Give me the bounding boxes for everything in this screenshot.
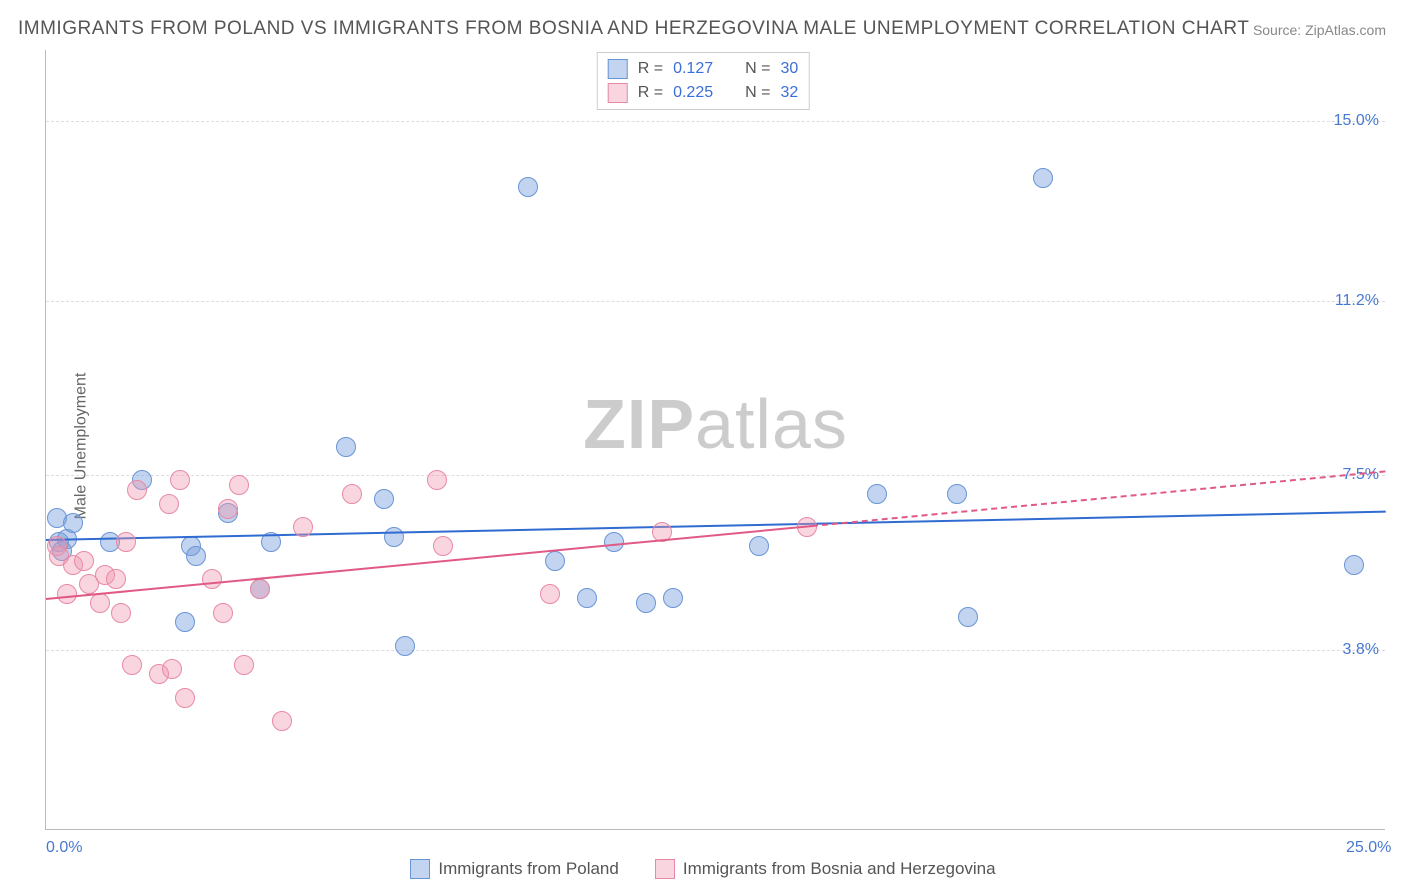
trend-line [46, 511, 1386, 541]
source-text: Source: ZipAtlas.com [1253, 22, 1386, 38]
stat-n-label: N = [745, 60, 770, 78]
data-point [234, 655, 254, 675]
data-point [663, 588, 683, 608]
data-point [540, 584, 560, 604]
data-point [63, 513, 83, 533]
legend-swatch [410, 859, 430, 879]
data-point [57, 584, 77, 604]
data-point [867, 484, 887, 504]
data-point [90, 593, 110, 613]
data-point [127, 480, 147, 500]
data-point [272, 711, 292, 731]
data-point [342, 484, 362, 504]
data-point [229, 475, 249, 495]
data-point [159, 494, 179, 514]
data-point [202, 569, 222, 589]
data-point [111, 603, 131, 623]
gridline [46, 650, 1385, 651]
data-point [106, 569, 126, 589]
watermark: ZIPatlas [583, 384, 848, 464]
data-point [577, 588, 597, 608]
data-point [427, 470, 447, 490]
data-point [1033, 168, 1053, 188]
legend-label: Immigrants from Bosnia and Herzegovina [683, 859, 996, 879]
stats-legend: R = 0.127 N = 30 R = 0.225 N = 32 [597, 52, 810, 110]
data-point [749, 536, 769, 556]
data-point [545, 551, 565, 571]
legend-item: Immigrants from Bosnia and Herzegovina [655, 859, 996, 879]
stats-row: R = 0.225 N = 32 [608, 81, 799, 105]
data-point [1344, 555, 1364, 575]
chart-title: IMMIGRANTS FROM POLAND VS IMMIGRANTS FRO… [18, 18, 1249, 40]
x-tick-label: 0.0% [46, 839, 82, 857]
watermark-light: atlas [695, 385, 848, 463]
gridline [46, 475, 1385, 476]
data-point [175, 688, 195, 708]
legend-swatch [655, 859, 675, 879]
legend-label: Immigrants from Poland [438, 859, 618, 879]
data-point [250, 579, 270, 599]
data-point [170, 470, 190, 490]
data-point [604, 532, 624, 552]
data-point [74, 551, 94, 571]
data-point [293, 517, 313, 537]
data-point [162, 659, 182, 679]
watermark-bold: ZIP [583, 385, 695, 463]
gridline [46, 121, 1385, 122]
series-legend: Immigrants from Poland Immigrants from Bo… [0, 859, 1406, 884]
data-point [186, 546, 206, 566]
plot-area: ZIPatlas 3.8%7.5%11.2%15.0%0.0%25.0% [45, 50, 1385, 830]
stats-row: R = 0.127 N = 30 [608, 57, 799, 81]
data-point [958, 607, 978, 627]
stat-n-value: 32 [780, 84, 798, 102]
data-point [116, 532, 136, 552]
stat-r-label: R = [638, 60, 663, 78]
y-tick-label: 11.2% [1335, 292, 1379, 310]
data-point [518, 177, 538, 197]
data-point [213, 603, 233, 623]
data-point [374, 489, 394, 509]
x-tick-label: 25.0% [1346, 839, 1391, 857]
stat-r-value: 0.127 [673, 60, 713, 78]
stat-r-value: 0.225 [673, 84, 713, 102]
gridline [46, 301, 1385, 302]
legend-swatch [608, 59, 628, 79]
stat-n-value: 30 [780, 60, 798, 78]
data-point [336, 437, 356, 457]
data-point [636, 593, 656, 613]
stat-r-label: R = [638, 84, 663, 102]
data-point [122, 655, 142, 675]
data-point [395, 636, 415, 656]
data-point [218, 499, 238, 519]
data-point [175, 612, 195, 632]
legend-swatch [608, 83, 628, 103]
legend-item: Immigrants from Poland [410, 859, 618, 879]
trend-line-extrapolated [812, 471, 1386, 528]
stat-n-label: N = [745, 84, 770, 102]
y-tick-label: 15.0% [1334, 112, 1379, 130]
y-tick-label: 3.8% [1343, 641, 1379, 659]
data-point [384, 527, 404, 547]
data-point [433, 536, 453, 556]
data-point [947, 484, 967, 504]
